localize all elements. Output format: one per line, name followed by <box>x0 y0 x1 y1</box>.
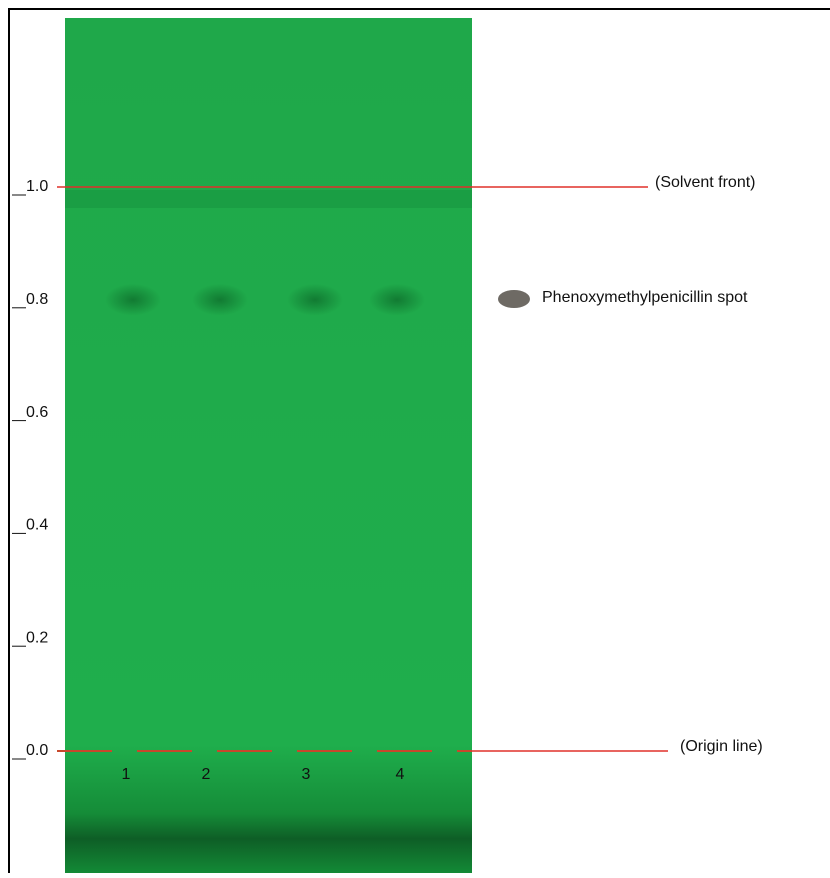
page: {"scale": {"ticks": [{"value": 1.0, "lab… <box>0 0 830 873</box>
spot <box>105 284 161 316</box>
tick-label: 0.0 <box>26 742 48 759</box>
lane-label: 4 <box>396 766 405 783</box>
tick-label: 0.6 <box>26 404 48 421</box>
legend-label: Phenoxymethylpenicillin spot <box>542 289 748 306</box>
lane-label: 3 <box>302 766 311 783</box>
tick-label: 0.2 <box>26 629 48 646</box>
origin-line-label: (Origin line) <box>680 738 763 755</box>
tlc-figure: 1.0 0.8 0.6 0.4 0.2 0.0 (Solvent front) (Origin… <box>0 0 830 873</box>
tick-label: 0.4 <box>26 517 48 534</box>
tlc-plate <box>65 18 472 873</box>
legend-spot <box>498 290 530 308</box>
tick-label: 1.0 <box>26 178 48 195</box>
lane-label: 2 <box>202 766 211 783</box>
tick-label: 0.8 <box>26 291 48 308</box>
solvent-front-label: (Solvent front) <box>655 174 755 191</box>
lane-label: 1 <box>122 766 131 783</box>
spot <box>369 284 425 316</box>
spot <box>192 284 248 316</box>
front-band <box>65 190 472 208</box>
spot <box>287 284 343 316</box>
